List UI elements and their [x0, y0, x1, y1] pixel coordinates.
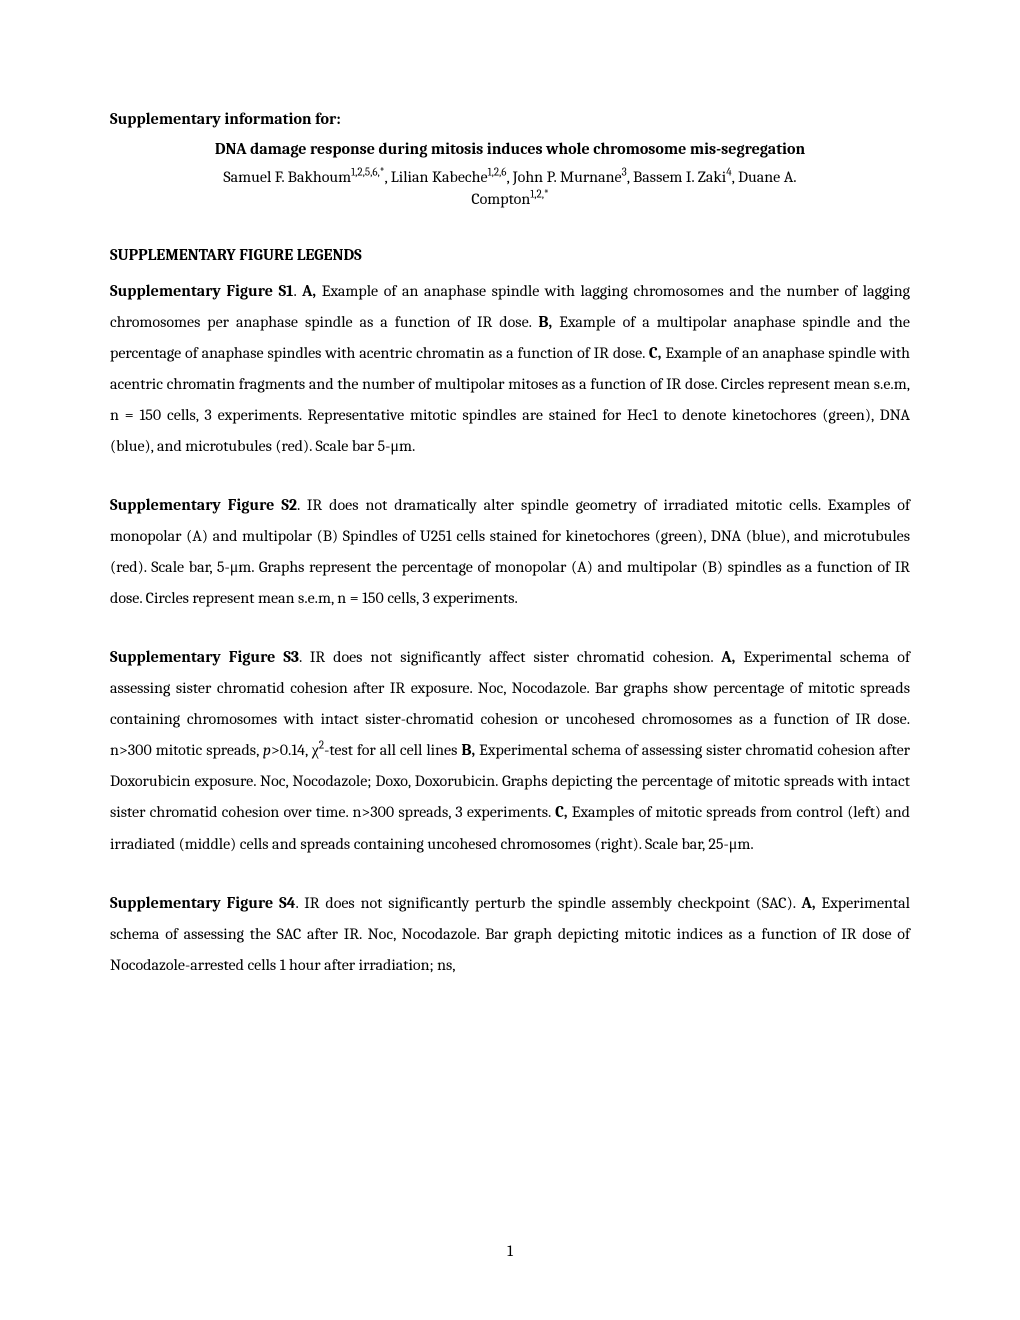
author-name: , Lilian Kabeche — [384, 168, 487, 186]
figure-s4-legend: Supplementary Figure S4. IR does not sig… — [110, 888, 910, 981]
figure-s3-legend: Supplementary Figure S3. IR does not sig… — [110, 642, 910, 859]
panel-label: A, — [721, 648, 735, 666]
panel-label: B, — [538, 313, 552, 331]
paper-title: DNA damage response during mitosis induc… — [110, 140, 910, 158]
panel-label: A, — [302, 282, 316, 300]
author-name: Samuel F. Bakhoum — [223, 168, 351, 186]
text: . — [294, 282, 302, 300]
figure-s2-legend: Supplementary Figure S2. IR does not dra… — [110, 490, 910, 614]
text: . IR does not significantly perturb the … — [296, 894, 802, 912]
author-name: , Duane A. — [732, 168, 797, 186]
panel-label: A, — [801, 894, 815, 912]
p-value: p — [263, 741, 271, 759]
figure-id: Supplementary Figure S4 — [110, 894, 296, 912]
figure-id: Supplementary Figure S2 — [110, 496, 297, 514]
author-name: , Bassem I. Zaki — [627, 168, 727, 186]
figure-s1-legend: Supplementary Figure S1. A, Example of a… — [110, 276, 910, 462]
author-affil: 1,2,6 — [488, 166, 507, 179]
author-affil: 1,2,* — [530, 188, 548, 201]
author-name: Compton — [471, 190, 530, 208]
section-heading: SUPPLEMENTARY FIGURE LEGENDS — [110, 246, 910, 264]
text: -test for all cell lines — [324, 741, 461, 759]
authors-line-2: Compton1,2,* — [110, 190, 910, 208]
author-name: , John P. Murnane — [506, 168, 621, 186]
text: >0.14, χ — [271, 741, 319, 759]
page-number: 1 — [0, 1242, 1020, 1260]
document-page: Supplementary information for: DNA damag… — [0, 0, 1020, 1320]
panel-label: C, — [555, 803, 568, 821]
panel-label: B, — [461, 741, 475, 759]
author-affil: 1,2,5,6,* — [351, 166, 384, 179]
authors-line: Samuel F. Bakhoum1,2,5,6,*, Lilian Kabec… — [110, 168, 910, 186]
text: . IR does not significantly affect siste… — [299, 648, 721, 666]
figure-id: Supplementary Figure S1 — [110, 282, 294, 300]
figure-id: Supplementary Figure S3 — [110, 648, 299, 666]
panel-label: C, — [649, 344, 662, 362]
supplementary-header: Supplementary information for: — [110, 110, 910, 128]
